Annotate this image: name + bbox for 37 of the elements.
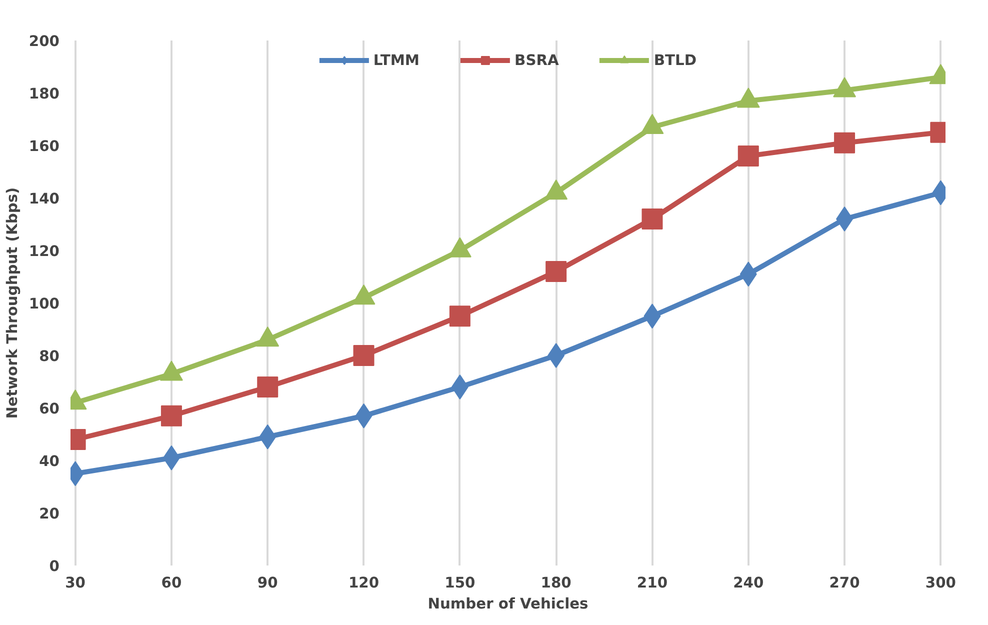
y-tick-label: 140 <box>28 190 60 208</box>
point <box>546 261 567 282</box>
x-tick-label: 210 <box>636 574 668 592</box>
x-tick-label: 120 <box>348 574 380 592</box>
point <box>834 132 856 154</box>
x-tick-label: 240 <box>733 574 764 592</box>
x-tick-label: 300 <box>925 574 956 592</box>
point <box>738 146 759 166</box>
x-tick-label: 30 <box>65 574 86 592</box>
point <box>836 206 854 232</box>
point <box>257 376 278 398</box>
x-tick-label: 150 <box>444 574 476 592</box>
point <box>451 374 468 400</box>
y-tick-label: 200 <box>28 33 60 50</box>
y-axis-title: Network Throughput (Kbps) <box>4 187 21 419</box>
x-tick-label: 60 <box>161 574 182 592</box>
point <box>449 306 470 327</box>
y-tick-label: 20 <box>39 506 60 522</box>
legend-label: BTLD <box>654 52 697 68</box>
x-tick-label: 90 <box>257 574 278 592</box>
legend-label: BSRA <box>514 52 559 68</box>
y-tick-label: 40 <box>39 453 60 470</box>
point <box>642 208 663 230</box>
x-axis-title: Number of Vehicles <box>428 596 589 612</box>
point <box>353 345 374 366</box>
y-tick-label: 60 <box>39 400 60 418</box>
x-tick-label: 180 <box>540 574 572 592</box>
legend-label: LTMM <box>373 52 420 68</box>
point <box>548 343 565 368</box>
y-tick-label: 160 <box>28 138 60 155</box>
y-tick-label: 80 <box>39 348 60 365</box>
point <box>160 405 182 426</box>
y-tick-label: 180 <box>28 86 60 102</box>
y-tick-label: 100 <box>28 296 60 312</box>
y-tick-label: 0 <box>49 558 60 575</box>
x-tick-label: 270 <box>829 574 860 592</box>
y-tick-label: 120 <box>28 243 60 260</box>
